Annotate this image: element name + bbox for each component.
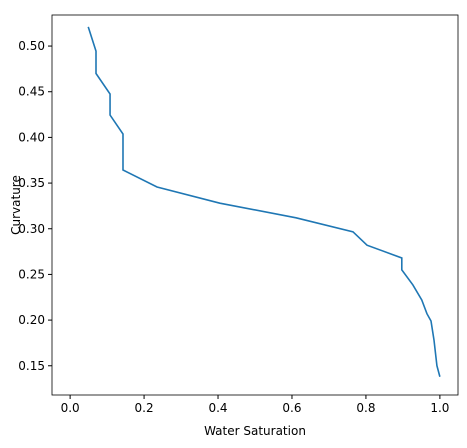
x-tick-label: 1.0 xyxy=(430,401,449,415)
y-tick-label: 0.30 xyxy=(18,222,45,236)
x-tick-label: 0.2 xyxy=(135,401,154,415)
y-tick-label: 0.25 xyxy=(18,267,45,281)
y-tick-label: 0.45 xyxy=(18,85,45,99)
x-tick-label: 0.8 xyxy=(356,401,375,415)
data-line xyxy=(87,26,441,377)
y-axis-label: Curvature xyxy=(9,175,23,235)
y-tick-label: 0.40 xyxy=(18,130,45,144)
x-tick-label: 0.4 xyxy=(208,401,227,415)
y-tick-label: 0.35 xyxy=(18,176,45,190)
y-tick-label: 0.15 xyxy=(18,359,45,373)
x-tick-label: 0.0 xyxy=(61,401,80,415)
x-tick-label: 0.6 xyxy=(282,401,301,415)
x-axis-label: Water Saturation xyxy=(204,424,306,438)
plot-frame xyxy=(51,14,459,396)
y-tick-label: 0.50 xyxy=(18,39,45,53)
y-tick-label: 0.20 xyxy=(18,313,45,327)
